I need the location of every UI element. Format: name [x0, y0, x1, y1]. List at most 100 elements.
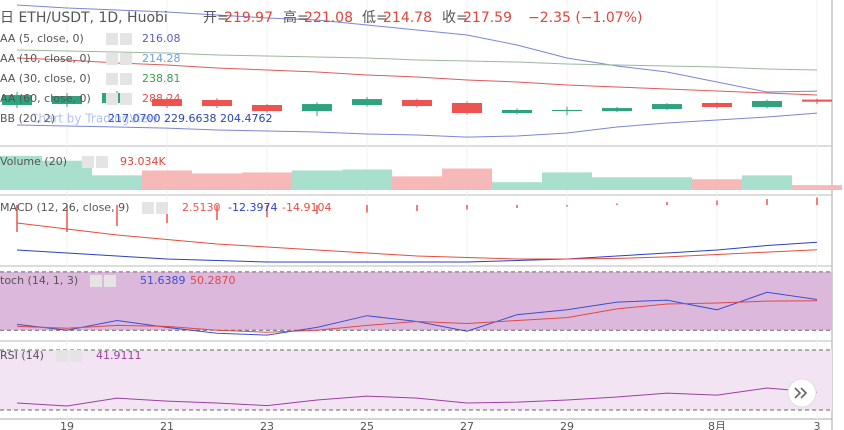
volume-bar [792, 185, 842, 190]
legend-label: AA (5, close, 0) [0, 32, 84, 45]
volume-bar [242, 172, 292, 190]
series-line [16, 112, 818, 138]
series-line [16, 387, 818, 407]
legend-value: -14.9104 [282, 201, 331, 214]
legend-close-icon [96, 156, 108, 168]
candle-body [502, 109, 532, 114]
legend-value: -12.3974 [228, 201, 277, 214]
volume-bar [742, 175, 792, 190]
x-tick-label: 8月 [708, 420, 726, 430]
candle-body [452, 102, 482, 114]
ohlc-label: 高= [283, 9, 309, 26]
ohlc-value: 219.97 [224, 10, 273, 26]
series-line [16, 241, 818, 263]
legend-label: BB (20, 2) [0, 112, 55, 125]
pane-title: MACD (12, 26, close, 9) [0, 201, 129, 214]
volume-bar [442, 168, 492, 190]
legend-close-icon [70, 350, 82, 362]
legend-settings-icon [106, 73, 118, 85]
watermark: Chart by TradingView [30, 112, 158, 126]
candle-body [302, 104, 332, 112]
volume-bar [692, 179, 742, 190]
legend-settings-icon [106, 33, 118, 45]
candle-body [752, 100, 782, 108]
x-tick-label: 23 [260, 420, 274, 430]
x-tick-label: 3 [814, 420, 821, 430]
legend-close-icon [120, 33, 132, 45]
ohlc-label: 开= [203, 10, 229, 26]
volume-bar [392, 176, 442, 190]
volume-bar [192, 173, 242, 190]
legend-label: AA (30, close, 0) [0, 72, 91, 85]
volume-bar [492, 182, 542, 190]
series-line [16, 300, 818, 333]
volume-bar [292, 170, 342, 190]
candle-body [652, 104, 682, 110]
legend-close-icon [120, 93, 132, 105]
legend-settings-icon [106, 93, 118, 105]
ohlc-value: 217.59 [463, 10, 512, 26]
legend-close-icon [104, 275, 116, 287]
volume-bar [142, 170, 192, 190]
volume-bar [592, 177, 642, 190]
candle-body [202, 100, 232, 107]
pane-title: Volume (20) [0, 155, 67, 168]
legend-value: 51.6389 [140, 274, 186, 287]
candle-body [702, 102, 732, 108]
series-line [16, 49, 818, 71]
legend-value: 216.08 [142, 32, 181, 45]
x-tick-label: 19 [60, 420, 74, 430]
legend-value: 238.81 [142, 72, 181, 85]
legend-close-icon [156, 202, 168, 214]
legend-settings-icon [56, 350, 68, 362]
legend-label: AA (60, close, 0) [0, 92, 91, 105]
legend-value: 288.24 [142, 92, 181, 105]
candle-body [352, 99, 382, 105]
candle-body [602, 108, 632, 112]
ohlc-label: 低= [362, 10, 388, 26]
pane-title: RSI (14) [0, 349, 44, 362]
candle-body [552, 109, 582, 112]
chart-title: 日 ETH/USDT, 1D, Huobi [0, 10, 168, 26]
legend-value: 214.28 [142, 52, 181, 65]
legend-value: 204.4762 [220, 112, 273, 125]
series-line [16, 222, 818, 260]
legend-value: 41.9111 [96, 349, 142, 362]
candle-body [252, 104, 282, 112]
volume-bar [92, 175, 142, 190]
volume-bar [342, 169, 392, 190]
scroll-button[interactable] [787, 378, 817, 408]
candle-body [2, 95, 32, 105]
legend-settings-icon [106, 53, 118, 65]
x-tick-label: 21 [160, 420, 174, 430]
level-band [0, 350, 832, 411]
candle-body [52, 95, 82, 105]
legend-value: 217.0700 [108, 112, 161, 125]
legend-value: 229.6638 [164, 112, 217, 125]
price-change: −2.35 (−1.07%) [528, 10, 642, 26]
legend-close-icon [120, 53, 132, 65]
candle-body [802, 99, 832, 102]
pane-title: toch (14, 1, 3) [0, 274, 78, 287]
series-line [16, 57, 818, 96]
legend-settings-icon [142, 202, 154, 214]
x-tick-label: 27 [460, 420, 474, 430]
x-tick-label: 25 [360, 420, 374, 430]
legend-settings-icon [90, 275, 102, 287]
level-band [0, 271, 832, 331]
ohlc-label: 收= [442, 10, 468, 26]
scroll-button-icon[interactable] [794, 387, 808, 399]
legend-close-icon [120, 73, 132, 85]
volume-bar [0, 155, 42, 190]
candle-body [152, 99, 182, 107]
legend-value: 50.2870 [190, 274, 236, 287]
ohlc-value: 214.78 [383, 10, 432, 26]
legend-value: 93.034K [120, 155, 166, 168]
ohlc-value: 221.08 [304, 10, 353, 26]
volume-bar [642, 177, 692, 190]
scroll-button-circle[interactable] [787, 378, 817, 408]
candle-body [402, 100, 432, 107]
legend-label: AA (10, close, 0) [0, 52, 91, 65]
